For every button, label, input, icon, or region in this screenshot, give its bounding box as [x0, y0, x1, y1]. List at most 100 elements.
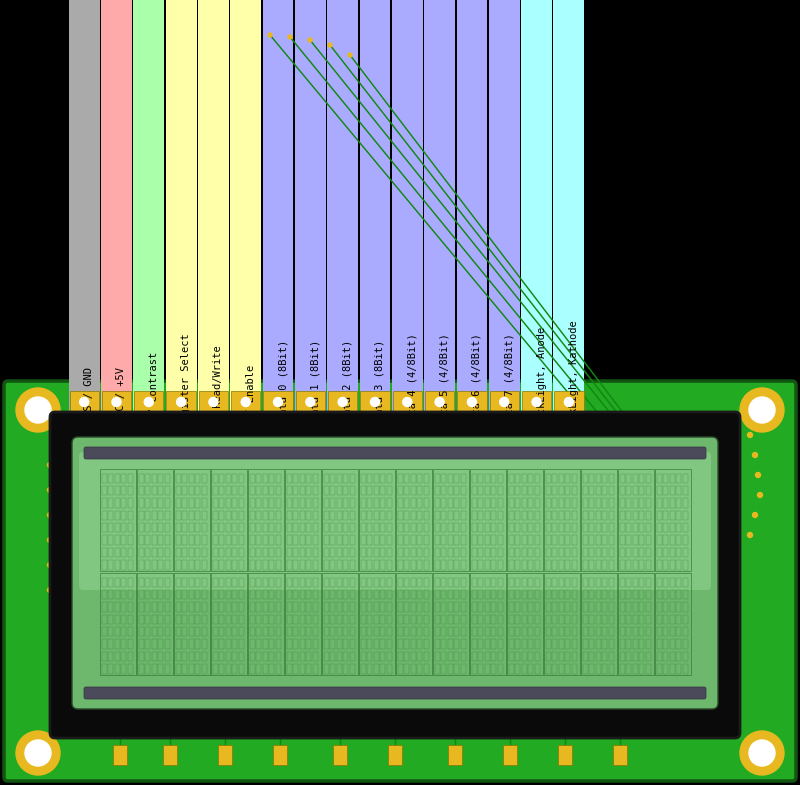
Bar — [498, 560, 503, 569]
Bar — [313, 560, 318, 569]
Bar — [470, 573, 506, 675]
Bar — [293, 602, 298, 612]
Circle shape — [274, 397, 282, 407]
Bar — [350, 652, 355, 661]
Bar — [595, 640, 601, 648]
Bar — [138, 548, 144, 557]
Bar — [108, 560, 114, 569]
Bar — [552, 652, 558, 661]
Bar — [145, 578, 150, 587]
Bar — [609, 664, 614, 674]
Bar — [226, 473, 231, 483]
Bar — [269, 627, 274, 637]
Bar — [676, 548, 682, 557]
Bar — [299, 498, 305, 508]
Bar — [434, 615, 440, 624]
Bar — [337, 602, 342, 612]
Bar — [552, 590, 558, 599]
Bar — [589, 535, 594, 545]
Bar — [138, 664, 144, 674]
Bar — [633, 486, 638, 495]
Bar — [306, 523, 311, 532]
Bar — [145, 523, 150, 532]
Bar — [102, 578, 107, 587]
Bar — [121, 523, 126, 532]
Bar — [380, 627, 386, 637]
Bar — [195, 615, 200, 624]
Bar — [528, 615, 534, 624]
Bar — [323, 578, 329, 587]
Bar — [498, 590, 503, 599]
Bar — [343, 590, 348, 599]
Bar — [639, 615, 644, 624]
Bar — [121, 548, 126, 557]
Bar — [633, 498, 638, 508]
Circle shape — [758, 492, 762, 498]
Bar — [343, 498, 348, 508]
Bar — [343, 535, 348, 545]
Bar — [337, 652, 342, 661]
Bar — [250, 602, 255, 612]
Bar — [213, 486, 218, 495]
Bar — [589, 560, 594, 569]
Bar — [404, 523, 410, 532]
Bar — [306, 664, 311, 674]
Bar — [507, 573, 542, 675]
Bar — [552, 615, 558, 624]
Bar — [238, 523, 244, 532]
Bar — [663, 602, 668, 612]
Bar — [441, 615, 446, 624]
Bar — [213, 498, 218, 508]
Bar — [361, 602, 366, 612]
Bar — [202, 627, 207, 637]
Bar — [108, 664, 114, 674]
Bar — [423, 664, 429, 674]
Bar — [478, 615, 483, 624]
Bar — [663, 511, 668, 520]
Bar — [306, 511, 311, 520]
Bar — [127, 578, 133, 587]
Circle shape — [437, 476, 442, 480]
Bar — [306, 640, 311, 648]
Bar — [145, 548, 150, 557]
Bar — [534, 652, 540, 661]
Bar — [127, 486, 133, 495]
Bar — [158, 473, 163, 483]
Bar — [226, 627, 231, 637]
Bar — [565, 627, 570, 637]
Circle shape — [749, 740, 775, 766]
FancyBboxPatch shape — [72, 437, 718, 709]
Bar — [127, 498, 133, 508]
Bar — [127, 640, 133, 648]
Bar — [386, 511, 392, 520]
Bar — [374, 627, 379, 637]
Bar — [410, 560, 416, 569]
Bar — [571, 640, 577, 648]
Bar — [275, 652, 281, 661]
Bar — [454, 511, 459, 520]
Bar — [646, 652, 651, 661]
Bar — [275, 578, 281, 587]
Bar — [485, 640, 490, 648]
Bar — [498, 652, 503, 661]
Bar — [434, 664, 440, 674]
Bar — [589, 590, 594, 599]
Bar — [528, 640, 534, 648]
Bar — [256, 627, 262, 637]
Bar — [657, 486, 662, 495]
Circle shape — [198, 478, 202, 482]
Bar — [360, 391, 390, 413]
Bar — [151, 627, 157, 637]
Bar — [219, 640, 224, 648]
Bar — [299, 548, 305, 557]
Bar — [546, 664, 551, 674]
Bar — [447, 560, 453, 569]
Bar — [202, 578, 207, 587]
Bar — [546, 640, 551, 648]
Bar — [534, 602, 540, 612]
Bar — [250, 578, 255, 587]
Bar — [509, 652, 514, 661]
FancyBboxPatch shape — [4, 381, 796, 781]
Bar — [410, 535, 416, 545]
Bar — [386, 535, 392, 545]
